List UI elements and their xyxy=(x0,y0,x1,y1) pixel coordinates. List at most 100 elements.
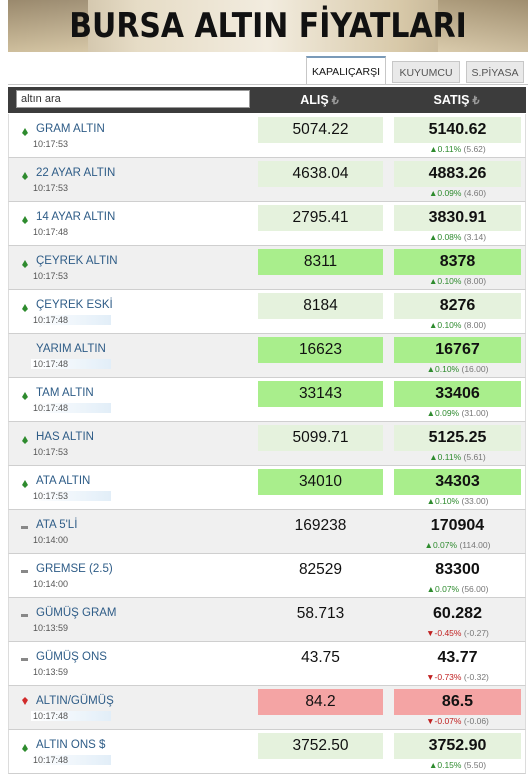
table-row[interactable]: ATA 5'Lİ 10:14:00 169238 170904 ▲0.07% (114.… xyxy=(8,510,526,554)
price-change: ▲0.15% (5.50) xyxy=(394,760,521,770)
item-name[interactable]: ÇEYREK ALTIN xyxy=(36,255,118,267)
change-percent: 0.07% xyxy=(435,584,460,594)
sell-price: 43.77 xyxy=(437,649,478,666)
table-row[interactable]: 22 AYAR ALTIN 10:17:53 4638.04 4883.26 ▲0.09… xyxy=(8,158,526,202)
price-change: ▲0.10% (8.00) xyxy=(394,320,521,330)
arrow-up-icon: ▲ xyxy=(428,276,438,286)
diamond-up-icon xyxy=(22,744,28,752)
arrow-up-icon: ▲ xyxy=(428,188,438,198)
banner-decoration-left xyxy=(8,0,88,52)
table-row[interactable]: HAS ALTIN 10:17:53 5099.71 5125.25 ▲0.11% (5… xyxy=(8,422,526,466)
sell-price: 4883.26 xyxy=(394,161,521,187)
sell-price: 5140.62 xyxy=(394,117,521,143)
change-amount: (31.00) xyxy=(461,408,489,418)
update-time: 10:17:48 xyxy=(31,359,111,369)
buy-price: 33143 xyxy=(258,381,383,407)
price-change: ▲0.07% (114.00) xyxy=(394,540,521,550)
table-row[interactable]: ÇEYREK ESKİ 10:17:48 8184 8276 ▲0.10% (8.00) xyxy=(8,290,526,334)
sell-price: 34303 xyxy=(394,469,521,495)
price-change: ▼-0.73% (-0.32) xyxy=(394,672,521,682)
table-row[interactable]: ALTIN/GÜMÜŞ 10:17:48 84.2 86.5 ▼-0.07% (-0.0… xyxy=(8,686,526,730)
change-percent: 0.07% xyxy=(432,540,458,550)
tab-kapalicarsi[interactable]: KAPALIÇARŞI xyxy=(306,56,386,84)
diamond-up-icon xyxy=(22,216,28,224)
buy-price: 4638.04 xyxy=(258,161,383,187)
table-row[interactable]: GRAM ALTIN 10:17:53 5074.22 5140.62 ▲0.11% (… xyxy=(8,114,526,158)
price-change: ▲0.09% (31.00) xyxy=(394,408,521,418)
table-row[interactable]: GREMSE (2.5) 10:14:00 82529 83300 ▲0.07% (56… xyxy=(8,554,526,598)
table-row[interactable]: TAM ALTIN 10:17:48 33143 33406 ▲0.09% (31.00… xyxy=(8,378,526,422)
price-change: ▼-0.45% (-0.27) xyxy=(394,628,521,638)
column-header-sell-label: SATIŞ xyxy=(433,93,470,107)
change-amount: (3.14) xyxy=(463,232,487,242)
arrow-up-icon: ▲ xyxy=(429,144,438,154)
price-change: ▲0.11% (5.61) xyxy=(394,452,521,462)
change-amount: (56.00) xyxy=(461,584,489,594)
diamond-up-icon xyxy=(22,392,28,400)
update-time: 10:17:53 xyxy=(33,183,69,193)
market-tabs: KAPALIÇARŞI KUYUMCU S.PİYASA xyxy=(300,56,528,84)
search-input[interactable] xyxy=(16,90,250,108)
table-header: ALIŞ₺ SATIŞ₺ xyxy=(8,87,526,113)
column-header-sell: SATIŞ ₺ xyxy=(393,87,520,113)
update-time: 10:17:53 xyxy=(33,447,69,457)
item-name[interactable]: ALTIN ONS $ xyxy=(36,739,106,751)
change-percent: 0.15% xyxy=(437,760,462,770)
change-percent: 0.11% xyxy=(437,144,462,154)
buy-price: 169238 xyxy=(294,517,347,534)
item-name[interactable]: GREMSE (2.5) xyxy=(36,563,113,575)
update-time: 10:17:48 xyxy=(33,227,69,237)
buy-price: 84.2 xyxy=(258,689,383,715)
item-name[interactable]: YARIM ALTIN xyxy=(36,343,106,355)
diamond-up-icon xyxy=(22,304,28,312)
sell-price: 170904 xyxy=(430,517,485,534)
tab-kuyumcu[interactable]: KUYUMCU xyxy=(392,61,460,83)
arrow-up-icon: ▲ xyxy=(426,496,435,506)
table-row[interactable]: GÜMÜŞ ONS 10:13:59 43.75 43.77 ▼-0.73% (-0.3… xyxy=(8,642,526,686)
table-row[interactable]: ATA ALTIN 10:17:53 34010 34303 ▲0.10% (33.00… xyxy=(8,466,526,510)
price-table: GRAM ALTIN 10:17:53 5074.22 5140.62 ▲0.11% (… xyxy=(8,114,526,774)
item-name[interactable]: 22 AYAR ALTIN xyxy=(36,167,116,179)
change-amount: (-0.27) xyxy=(463,628,489,638)
table-row[interactable]: YARIM ALTIN 10:17:48 16623 16767 ▲0.10% (16.… xyxy=(8,334,526,378)
column-header-buy-label: ALIŞ xyxy=(300,93,329,107)
buy-price: 34010 xyxy=(258,469,383,495)
arrow-down-icon: ▼ xyxy=(426,628,435,638)
diamond-up-icon xyxy=(22,128,28,136)
change-percent: 0.10% xyxy=(435,496,460,506)
arrow-up-icon: ▲ xyxy=(428,760,438,770)
update-time: 10:13:59 xyxy=(33,667,69,677)
item-name[interactable]: ALTIN/GÜMÜŞ xyxy=(36,695,114,707)
buy-price: 2795.41 xyxy=(258,205,383,231)
sell-price: 8276 xyxy=(394,293,521,319)
arrow-down-icon: ▼ xyxy=(426,672,435,682)
item-name[interactable]: HAS ALTIN xyxy=(36,431,94,443)
dash-icon xyxy=(21,614,28,617)
change-amount: (5.50) xyxy=(463,760,487,770)
change-percent: 0.08% xyxy=(437,232,462,242)
item-name[interactable]: ATA ALTIN xyxy=(36,475,91,487)
price-change: ▲0.11% (5.62) xyxy=(394,144,521,154)
arrow-up-icon: ▲ xyxy=(426,408,435,418)
tab-serbest-piyasa[interactable]: S.PİYASA xyxy=(466,61,524,83)
column-header-buy: ALIŞ ₺ xyxy=(257,87,382,113)
change-amount: (5.62) xyxy=(463,144,486,154)
item-name[interactable]: ATA 5'Lİ xyxy=(36,519,78,531)
item-name[interactable]: GÜMÜŞ ONS xyxy=(36,651,107,663)
table-row[interactable]: GÜMÜŞ GRAM 10:13:59 58.713 60.282 ▼-0.45% (-… xyxy=(8,598,526,642)
buy-price: 5099.71 xyxy=(258,425,383,451)
diamond-up-icon xyxy=(22,480,28,488)
item-name[interactable]: GÜMÜŞ GRAM xyxy=(36,607,117,619)
dash-icon xyxy=(21,570,28,573)
diamond-up-icon xyxy=(22,260,28,268)
update-time: 10:14:00 xyxy=(33,579,69,589)
item-name[interactable]: GRAM ALTIN xyxy=(36,123,105,135)
item-name[interactable]: 14 AYAR ALTIN xyxy=(36,211,116,223)
table-row[interactable]: 14 AYAR ALTIN 10:17:48 2795.41 3830.91 ▲0.08… xyxy=(8,202,526,246)
diamond-down-icon xyxy=(22,697,28,705)
table-row[interactable]: ALTIN ONS $ 10:17:48 3752.50 3752.90 ▲0.15% … xyxy=(8,730,526,774)
item-name[interactable]: ÇEYREK ESKİ xyxy=(36,299,113,311)
item-name[interactable]: TAM ALTIN xyxy=(36,387,94,399)
sell-price: 83300 xyxy=(435,561,480,578)
table-row[interactable]: ÇEYREK ALTIN 10:17:53 8311 8378 ▲0.10% (8.00… xyxy=(8,246,526,290)
